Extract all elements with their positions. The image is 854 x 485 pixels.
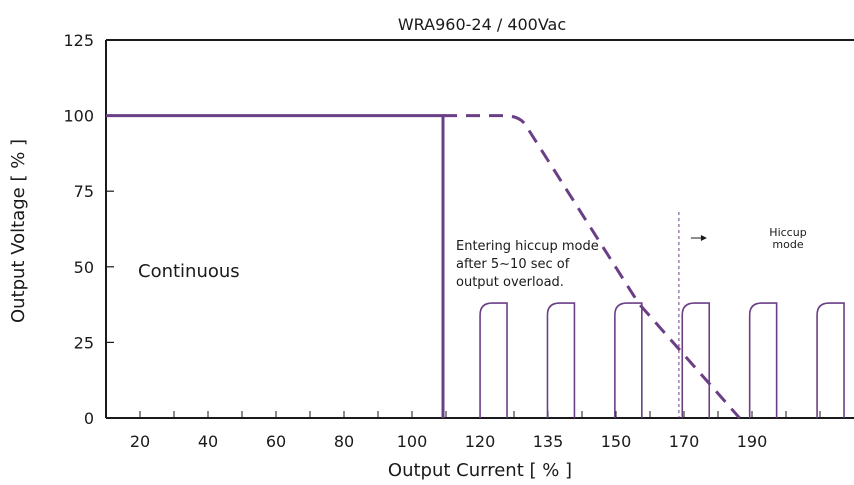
y-tick-label: 25 [74, 333, 94, 352]
x-tick-label: 40 [198, 432, 218, 451]
y-axis-label: Output Voltage [ % ] [8, 139, 29, 323]
series-dashed-limit [443, 114, 741, 419]
x-tick-label: 20 [130, 432, 150, 451]
hiccup-pulse [614, 302, 643, 418]
x-tick-label: 120 [465, 432, 496, 451]
x-tick-label: 170 [669, 432, 700, 451]
annotation-entering-line3: output overload. [456, 275, 564, 290]
y-tick-label: 125 [63, 31, 94, 50]
x-axis-label: Output Current [ % ] [388, 460, 572, 481]
y-tick-label: 75 [74, 182, 94, 201]
y-tick-label: 0 [84, 409, 94, 428]
x-tick-label: 190 [737, 432, 768, 451]
hiccup-pulse [479, 302, 508, 418]
annotation-hiccup-line1: Hiccup [769, 226, 806, 239]
hiccup-pulse [816, 302, 845, 418]
x-tick-label: 60 [266, 432, 286, 451]
y-tick-label: 100 [63, 107, 94, 126]
hiccup-arrow-icon [700, 235, 707, 241]
hiccup-marker-group [678, 212, 707, 418]
annotation-entering-line2: after 5∼10 sec of [456, 257, 570, 272]
x-tick-label: 80 [334, 432, 354, 451]
x-tick-label: 135 [533, 432, 564, 451]
annotation-entering-line1: Entering hiccup mode [456, 239, 599, 254]
annotation-continuous: Continuous [138, 261, 240, 282]
x-tick-label: 150 [601, 432, 632, 451]
hiccup-pulse [681, 302, 711, 418]
series-group [106, 114, 845, 419]
y-tick-label: 50 [74, 258, 94, 277]
chart-title: WRA960-24 / 400Vac [398, 15, 566, 34]
x-tick-label: 100 [397, 432, 428, 451]
hiccup-pulse [748, 302, 778, 418]
annotation-hiccup-line2: mode [772, 238, 803, 251]
hiccup-pulse [546, 302, 576, 418]
axis-ticks: 0 25 50 75 100 125 20 40 60 80 100 120 135 150 170 190 [63, 31, 821, 451]
